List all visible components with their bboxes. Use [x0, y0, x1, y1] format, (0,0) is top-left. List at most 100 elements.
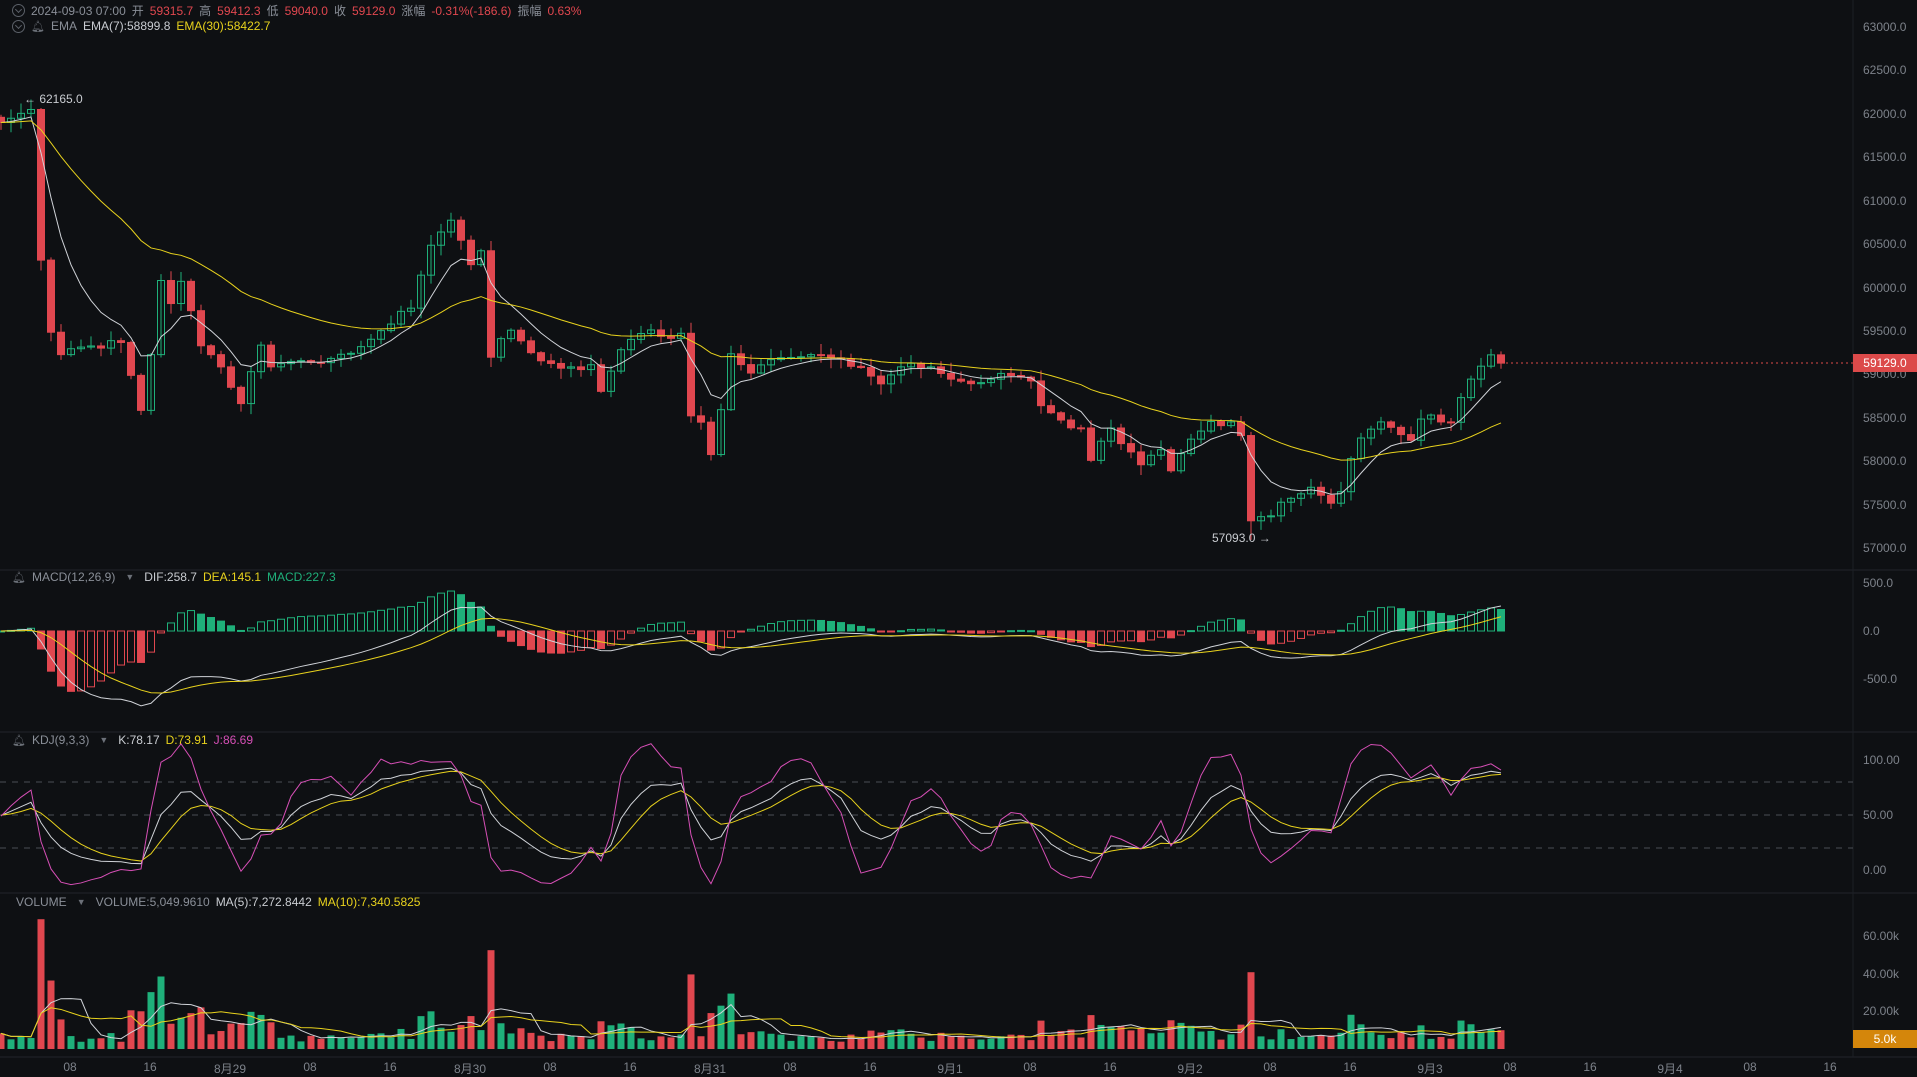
volume-bar[interactable]	[607, 1025, 615, 1049]
volume-bar[interactable]	[737, 1034, 745, 1049]
volume-bar[interactable]	[697, 1036, 705, 1049]
candle-body[interactable]	[47, 259, 55, 333]
volume-bar[interactable]	[1457, 1020, 1465, 1049]
candle-body[interactable]	[437, 231, 445, 246]
volume-bar[interactable]	[477, 1030, 485, 1049]
volume-bar[interactable]	[1117, 1026, 1125, 1049]
volume-bar[interactable]	[67, 1036, 75, 1049]
candle-body[interactable]	[877, 375, 885, 385]
volume-bar[interactable]	[857, 1038, 865, 1049]
volume-bar[interactable]	[27, 1038, 35, 1049]
volume-bar[interactable]	[367, 1033, 375, 1049]
volume-bar[interactable]	[0, 1033, 5, 1049]
volume-bar[interactable]	[427, 1011, 435, 1049]
macd-indicator-name[interactable]: MACD(12,26,9)	[31, 570, 116, 584]
candle-body[interactable]	[607, 370, 615, 392]
volume-bar[interactable]	[707, 1013, 715, 1049]
candle-body[interactable]	[977, 382, 985, 385]
volume-bar[interactable]	[587, 1039, 595, 1049]
volume-bar[interactable]	[517, 1028, 525, 1049]
candle-body[interactable]	[347, 352, 355, 355]
candle-body[interactable]	[1047, 405, 1055, 414]
volume-bar[interactable]	[627, 1027, 635, 1049]
volume-bar[interactable]	[107, 1033, 115, 1049]
candle-body[interactable]	[547, 360, 555, 364]
candle-body[interactable]	[1067, 419, 1075, 429]
volume-bar[interactable]	[127, 1010, 135, 1049]
volume-bar[interactable]	[917, 1037, 925, 1049]
volume-bar[interactable]	[467, 1016, 475, 1049]
volume-bar[interactable]	[577, 1036, 585, 1049]
volume-bar[interactable]	[777, 1034, 785, 1049]
volume-bar[interactable]	[1497, 1030, 1505, 1049]
volume-bar[interactable]	[637, 1038, 645, 1049]
candle-body[interactable]	[597, 364, 605, 392]
volume-bar[interactable]	[197, 1007, 205, 1049]
candle-body[interactable]	[397, 310, 405, 325]
candle-body[interactable]	[337, 353, 345, 359]
candle-body[interactable]	[567, 366, 575, 369]
volume-bar[interactable]	[47, 980, 55, 1049]
candle-body[interactable]	[27, 108, 35, 114]
candle-body[interactable]	[667, 335, 675, 339]
candle-body[interactable]	[747, 364, 755, 374]
dropdown-caret-icon[interactable]: ▼	[76, 897, 86, 907]
volume-bar[interactable]	[387, 1037, 395, 1049]
candle-body[interactable]	[1447, 421, 1455, 424]
candle-body[interactable]	[537, 352, 545, 362]
volume-bar[interactable]	[907, 1033, 915, 1049]
volume-bar[interactable]	[207, 1034, 215, 1049]
volume-bar[interactable]	[1327, 1035, 1335, 1049]
volume-bar[interactable]	[487, 950, 495, 1049]
candle-body[interactable]	[1337, 491, 1345, 504]
candle-body[interactable]	[157, 280, 165, 356]
volume-bar[interactable]	[7, 1039, 15, 1049]
candle-body[interactable]	[187, 280, 195, 312]
candle-body[interactable]	[1027, 376, 1035, 382]
candle-body[interactable]	[1197, 430, 1205, 440]
candle-body[interactable]	[17, 112, 25, 119]
candle-body[interactable]	[967, 380, 975, 385]
candle-body[interactable]	[557, 362, 565, 369]
candle-body[interactable]	[577, 366, 585, 371]
volume-bar[interactable]	[397, 1028, 405, 1049]
candle-body[interactable]	[917, 362, 925, 369]
candle-body[interactable]	[757, 364, 765, 374]
candle-body[interactable]	[1327, 494, 1335, 504]
volume-bar[interactable]	[1237, 1024, 1245, 1049]
volume-bar[interactable]	[1227, 1034, 1235, 1049]
volume-bar[interactable]	[507, 1033, 515, 1049]
volume-bar[interactable]	[327, 1035, 335, 1049]
candle-body[interactable]	[847, 358, 855, 367]
volume-bar[interactable]	[967, 1038, 975, 1049]
kdj-indicator-name[interactable]: KDJ(9,3,3)	[31, 733, 90, 747]
volume-bar[interactable]	[947, 1036, 955, 1049]
volume-bar[interactable]	[437, 1027, 445, 1049]
volume-bar[interactable]	[1077, 1037, 1085, 1049]
candle-body[interactable]	[1477, 365, 1485, 380]
candle-body[interactable]	[1257, 516, 1265, 522]
volume-bar[interactable]	[77, 1041, 85, 1049]
volume-bar[interactable]	[1087, 1015, 1095, 1049]
volume-bar[interactable]	[1487, 1029, 1495, 1049]
candle-body[interactable]	[627, 338, 635, 351]
candle-body[interactable]	[1487, 354, 1495, 367]
candle-body[interactable]	[167, 280, 175, 305]
candle-body[interactable]	[527, 340, 535, 354]
candle-body[interactable]	[647, 329, 655, 335]
volume-bar[interactable]	[1157, 1032, 1165, 1049]
candle-body[interactable]	[467, 239, 475, 266]
candle-body[interactable]	[1427, 414, 1435, 420]
volume-bar[interactable]	[1167, 1020, 1175, 1049]
volume-bar[interactable]	[1137, 1028, 1145, 1049]
volume-bar[interactable]	[807, 1036, 815, 1049]
volume-bar[interactable]	[337, 1037, 345, 1049]
candle-body[interactable]	[987, 378, 995, 384]
candle-body[interactable]	[1127, 443, 1135, 453]
volume-bar[interactable]	[1027, 1040, 1035, 1049]
candle-body[interactable]	[697, 415, 705, 423]
candle-body[interactable]	[447, 219, 455, 233]
candle-body[interactable]	[427, 244, 435, 276]
volume-bar[interactable]	[1387, 1038, 1395, 1049]
volume-bar[interactable]	[447, 1031, 455, 1049]
